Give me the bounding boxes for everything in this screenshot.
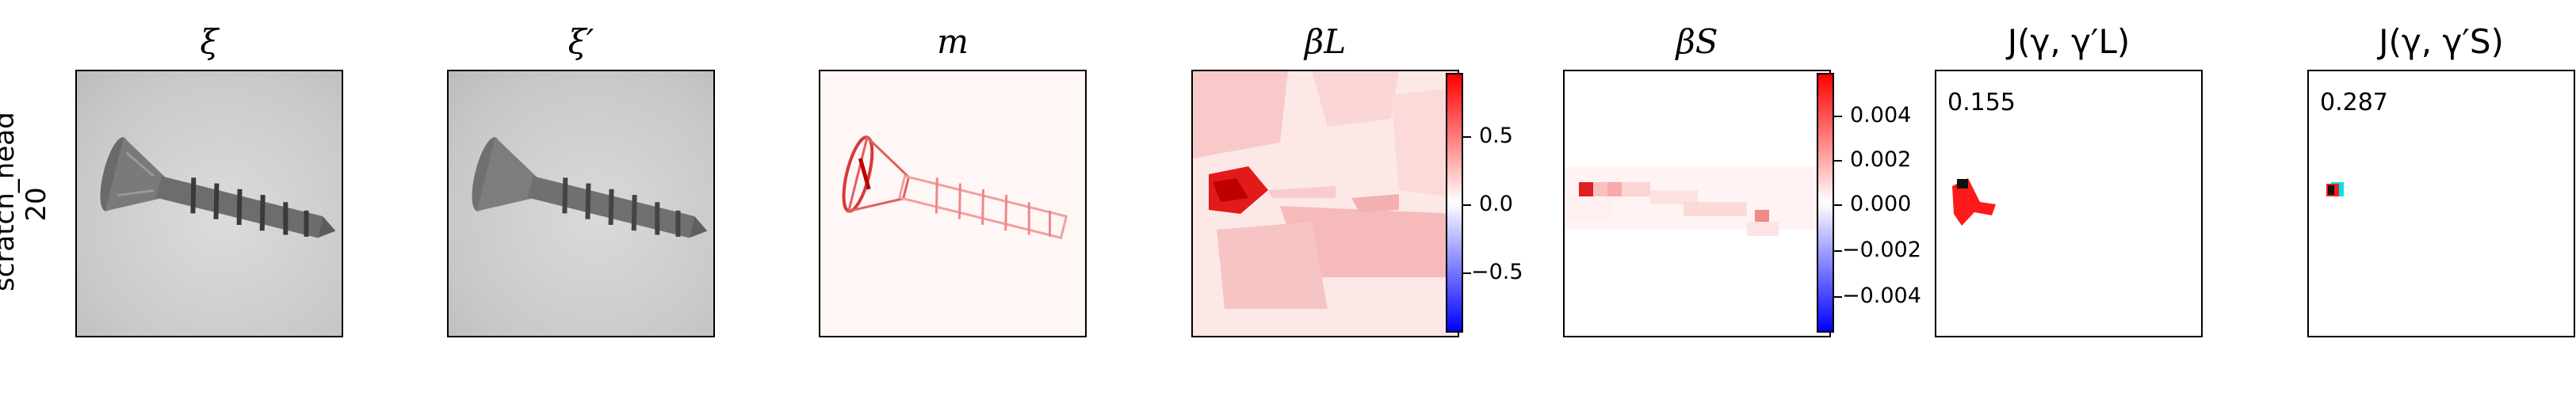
row-label: scratch_head 20 bbox=[0, 70, 76, 337]
title-beta-l: βL bbox=[1304, 22, 1347, 61]
image-j-s: 0.287 bbox=[2307, 70, 2575, 337]
score-j-l: 0.155 bbox=[1947, 89, 2016, 116]
title-xi-prime: ξ′ bbox=[568, 22, 594, 61]
image-m bbox=[819, 70, 1087, 337]
title-j-s: J(γ, γ′S) bbox=[2379, 22, 2504, 61]
title-m: m bbox=[937, 22, 969, 61]
screw-image bbox=[100, 137, 336, 238]
image-beta-s bbox=[1563, 70, 1831, 337]
row-label-index: 20 bbox=[21, 187, 52, 222]
colorbar-beta-s-tick: −0.004 bbox=[1842, 284, 1921, 308]
title-j-l: J(γ, γ′L) bbox=[2007, 22, 2131, 61]
image-xi bbox=[75, 70, 343, 337]
image-j-l: 0.155 bbox=[1935, 70, 2203, 337]
title-xi: ξ bbox=[200, 22, 219, 61]
title-beta-s: βS bbox=[1676, 22, 1718, 61]
screw-image-reconstructed bbox=[472, 137, 708, 238]
beta-s-heatmap bbox=[1565, 166, 1829, 236]
score-j-s: 0.287 bbox=[2320, 89, 2388, 116]
mask-overlay-l bbox=[1952, 178, 1996, 226]
difference-map bbox=[842, 135, 1068, 240]
colorbar-beta-s-tick: 0.002 bbox=[1850, 147, 1912, 172]
mask-overlay-s bbox=[2326, 182, 2344, 196]
beta-l-heatmap bbox=[1193, 71, 1458, 336]
image-xi-prime bbox=[447, 70, 715, 337]
colorbar-beta-l-tick: −0.5 bbox=[1471, 260, 1523, 284]
colorbar-beta-s bbox=[1817, 73, 1834, 333]
colorbar-beta-l bbox=[1446, 73, 1463, 333]
colorbar-beta-s-tick: 0.000 bbox=[1850, 192, 1912, 216]
colorbar-beta-s-tick: −0.002 bbox=[1842, 238, 1921, 262]
colorbar-beta-s-tick: 0.004 bbox=[1850, 103, 1912, 128]
image-beta-l bbox=[1191, 70, 1459, 337]
colorbar-beta-l-tick: 0.0 bbox=[1479, 192, 1513, 216]
colorbar-beta-l-tick: 0.5 bbox=[1479, 124, 1513, 148]
row-label-class: scratch_head bbox=[0, 112, 21, 291]
